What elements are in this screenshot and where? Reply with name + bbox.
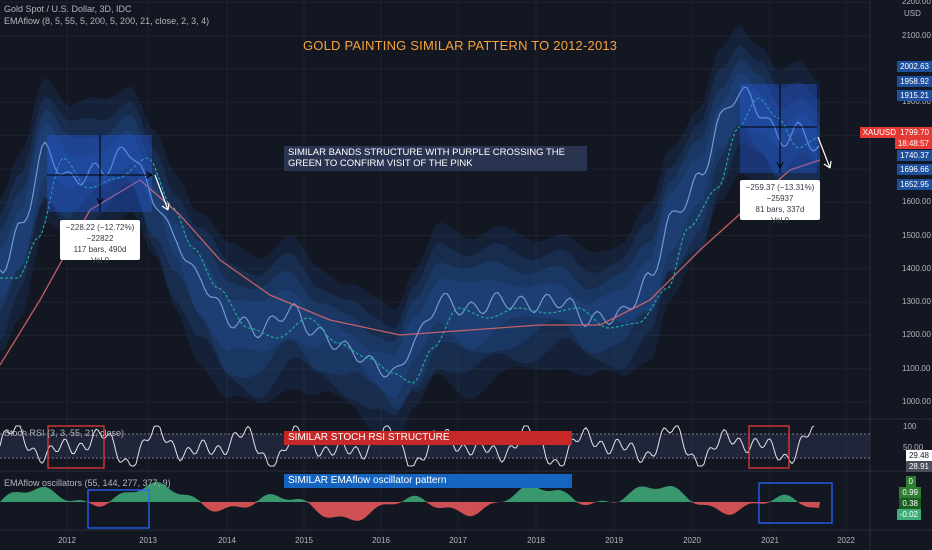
stoch-axis-mid: 50.00 [903,443,924,452]
price-tick: 1300.00 [902,297,931,307]
year-label: 2012 [58,536,76,545]
level-badge-1696: 1696.66 [897,164,932,175]
level-badge-1958: 1958.92 [897,76,932,87]
year-label: 2016 [372,536,390,545]
year-label: 2018 [527,536,545,545]
level-badge-1740: 1740.37 [897,150,932,161]
arrow-head-right [776,161,784,169]
year-label: 2017 [449,536,467,545]
measure-left-change: −228.22 (−12.72%) −22822 [65,223,135,243]
measure-left-vol: Vol 0 [91,256,109,265]
price-tick: 2200.00 [902,0,931,7]
year-label: 2015 [295,536,313,545]
legend-emaflow[interactable]: EMAflow (8, 5, 55, 5, 200, 5, 200, 21, c… [4,16,210,26]
stoch-line [0,425,815,467]
countdown-badge: 18:48:57 [894,138,932,149]
currency-label: USD [904,9,921,18]
price-tick: 1000.00 [902,397,931,406]
measure-right-change: −259.37 (−13.31%) −25937 [745,183,815,203]
level-badge-1652: 1652.95 [897,179,932,190]
measure-right-vol: Vol 0 [771,216,789,225]
level-badge-2002: 2002.63 [897,61,932,72]
oscillator-pane [0,481,833,529]
stoch-value-b: 28.91 [905,461,932,472]
level-badge-1915: 1915.21 [897,90,932,101]
symbol-tag: XAUUSD [859,127,899,138]
measure-boxes [47,84,832,212]
price-tick: 1100.00 [902,363,931,373]
osc-negative-area [0,502,820,521]
price-tick: 1400.00 [902,263,931,273]
arrow-head-left-h [145,171,153,179]
stoch-highlight-right [748,425,790,469]
osc-value-0: 0 [905,476,916,487]
chart-headline: GOLD PAINTING SIMILAR PATTERN TO 2012-20… [303,38,618,53]
year-label: 2021 [761,536,779,545]
price-tick: 1500.00 [902,230,931,240]
ema-mid-line [0,97,820,384]
stoch-label: SIMILAR STOCH RSI STRUCTURE [284,431,572,445]
bands-note: SIMILAR BANDS STRUCTURE WITH PURPLE CROS… [284,146,587,171]
band-layer [0,59,820,410]
white-arrow-right-head [823,160,832,169]
osc-value-1: 0.99 [899,487,921,498]
stoch-value-a: 29.48 [905,450,932,461]
osc-value-3: -0.02 [896,509,921,520]
year-label: 2013 [139,536,157,545]
price-tick: 1600.00 [902,197,931,207]
year-label: 2020 [683,536,701,545]
price-tick: 1200.00 [902,330,931,340]
white-arrow-right [817,136,831,169]
measure-tooltip-right: −259.37 (−13.31%) −25937 81 bars, 337d V… [740,180,820,225]
measure-left-bars: 117 bars, 490d [73,245,127,254]
legend-stoch-rsi[interactable]: Stoch RSI (3, 3, 55, 21, close) [4,428,125,438]
arrow-head-left [96,197,104,205]
legend-symbol[interactable]: Gold Spot / U.S. Dollar, 3D, IDC [4,4,132,14]
ema-fast-line [0,86,820,378]
osc-label: SIMILAR EMAflow oscillator pattern [284,474,572,488]
price-tick: 2100.00 [902,30,931,40]
osc-positive-area [0,481,820,502]
measure-right-bars: 81 bars, 337d [755,205,805,214]
stoch-axis-top: 100 [903,422,917,431]
band-layer [0,45,820,416]
year-label: 2014 [218,536,236,545]
measure-box-right [740,84,817,173]
legend-emaflow-osc[interactable]: EMAflow oscillators (55, 144, 277, 377, … [4,478,171,488]
price-tick: 1900.00 [902,97,931,107]
white-arrow-left [154,174,169,211]
osc-value-2: 0.38 [899,498,921,509]
stoch-highlight-left [47,425,105,469]
measure-tooltip-left: −228.22 (−12.72%) −22822 117 bars, 490d … [60,220,140,265]
osc-highlight-right [758,482,833,524]
last-price-badge: 1799.70 [897,127,932,138]
band-layer [0,26,820,447]
ema-lines [0,86,821,384]
year-label: 2022 [837,536,855,545]
osc-highlight-left [87,489,150,529]
year-label: 2019 [605,536,623,545]
ema-slow-line [0,159,821,366]
white-arrow-left-head [161,202,170,211]
